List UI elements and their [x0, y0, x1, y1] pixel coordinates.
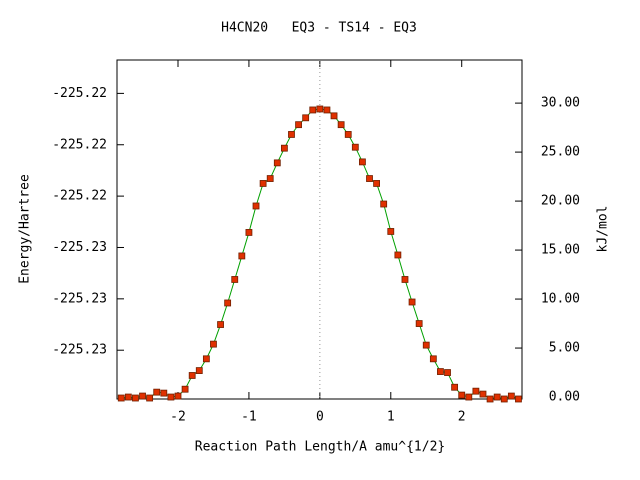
- marker: [167, 393, 175, 401]
- marker: [153, 388, 161, 396]
- marker: [408, 298, 416, 306]
- marker: [259, 180, 267, 187]
- marker: [288, 131, 295, 138]
- marker: [380, 200, 388, 208]
- y2-tick-label: 15.00: [541, 243, 580, 258]
- marker: [373, 180, 380, 187]
- marker: [458, 391, 466, 399]
- marker: [515, 395, 522, 403]
- marker: [210, 340, 217, 348]
- marker: [245, 229, 253, 236]
- marker: [366, 175, 373, 182]
- marker: [266, 175, 274, 182]
- marker: [202, 355, 210, 363]
- y-axis-label: Energy/Hartree: [18, 174, 33, 284]
- marker: [337, 121, 345, 129]
- y-tick-label: -225.23: [52, 240, 107, 255]
- marker: [507, 392, 515, 400]
- marker: [231, 276, 239, 283]
- marker: [472, 387, 480, 395]
- y-tick-label: -225.22: [52, 189, 107, 204]
- y-tick-label: -225.22: [52, 86, 107, 101]
- marker: [422, 341, 430, 349]
- marker: [188, 372, 196, 379]
- y-tick-label: -225.23: [52, 343, 107, 358]
- y-tick-label: -225.23: [52, 291, 107, 306]
- y2-tick-label: 30.00: [541, 96, 580, 111]
- marker: [174, 392, 182, 400]
- marker: [181, 385, 189, 393]
- marker: [465, 393, 473, 401]
- chart-title: H4CN20 EQ3 - TS14 - EQ3: [221, 21, 417, 36]
- marker: [195, 367, 203, 374]
- y2-tick-label: 25.00: [541, 145, 580, 160]
- marker: [132, 394, 139, 402]
- marker: [444, 369, 451, 376]
- marker: [217, 321, 224, 328]
- marker: [344, 131, 352, 138]
- marker: [486, 395, 494, 403]
- marker: [302, 114, 310, 122]
- marker: [323, 106, 331, 114]
- marker: [252, 202, 260, 210]
- marker: [124, 393, 132, 401]
- marker: [146, 394, 154, 402]
- x-tick-label: 0: [316, 410, 324, 425]
- marker: [160, 389, 168, 397]
- y-tick-label: -225.22: [52, 137, 107, 152]
- marker: [273, 159, 281, 167]
- y2-tick-label: 20.00: [541, 194, 580, 209]
- marker: [479, 390, 487, 398]
- y2-axis-label: kJ/mol: [596, 206, 611, 253]
- marker: [394, 251, 402, 259]
- marker: [415, 320, 423, 327]
- marker: [437, 368, 444, 375]
- x-tick-label: -1: [241, 410, 257, 425]
- marker: [401, 276, 409, 283]
- marker: [387, 228, 395, 235]
- marker: [139, 392, 146, 400]
- x-axis-label: Reaction Path Length/A amu^{1/2}: [195, 440, 445, 455]
- marker: [351, 143, 359, 151]
- y2-tick-label: 0.00: [549, 390, 580, 405]
- marker: [316, 105, 324, 113]
- marker: [500, 395, 508, 403]
- marker: [280, 144, 288, 152]
- marker: [117, 394, 125, 402]
- marker: [451, 383, 459, 391]
- marker: [224, 299, 232, 307]
- marker: [309, 106, 317, 114]
- marker: [429, 355, 437, 363]
- marker: [295, 121, 302, 129]
- marker: [330, 112, 338, 120]
- x-tick-label: 1: [387, 410, 395, 425]
- x-tick-label: -2: [170, 410, 186, 425]
- y2-tick-label: 5.00: [549, 341, 580, 356]
- y2-tick-label: 10.00: [541, 292, 580, 307]
- marker: [359, 158, 366, 166]
- marker: [238, 252, 246, 260]
- x-tick-label: 2: [458, 410, 466, 425]
- marker: [493, 393, 501, 401]
